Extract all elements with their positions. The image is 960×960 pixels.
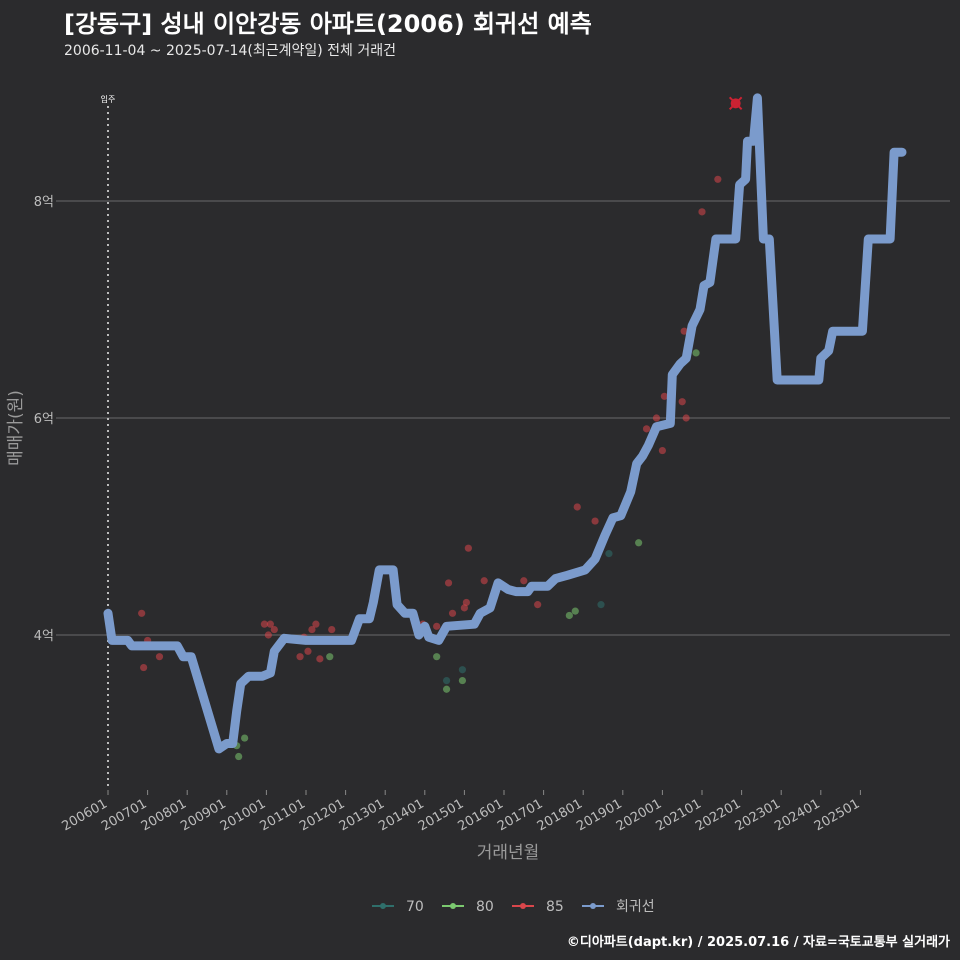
legend-dot-85 (520, 903, 526, 909)
point-80 (635, 539, 643, 547)
point-85 (155, 653, 164, 661)
chart-subtitle: 2006-11-04 ~ 2025-07-14(최근계약일) 전체 거래건 (64, 43, 396, 59)
point-80 (571, 607, 579, 615)
point-85 (714, 175, 722, 183)
legend-dot-회귀선 (590, 903, 596, 909)
legend: 70 80 85 회귀선 (372, 899, 655, 915)
point-70 (597, 601, 605, 609)
point-80 (241, 734, 249, 742)
y-axis-ticks: 4억 6억 8억 (34, 195, 60, 644)
point-85 (260, 620, 269, 628)
point-80 (565, 611, 573, 620)
point-70 (605, 550, 613, 558)
x-tick-label: 202501 (812, 796, 862, 834)
y-tick-label: 8억 (34, 195, 54, 210)
point-85 (304, 647, 312, 655)
point-80 (326, 653, 334, 661)
point-85 (658, 446, 667, 455)
point-85 (312, 620, 320, 628)
point-85 (460, 604, 468, 612)
y-axis-title: 매매가(원) (6, 390, 26, 466)
legend-dot-80 (450, 903, 456, 909)
scatter-points (138, 99, 740, 761)
point-80 (235, 752, 243, 761)
x-axis-ticks: 2006012007012008012009012010012011012012… (60, 790, 862, 834)
legend-dot-70 (380, 903, 386, 909)
grid-lines (60, 200, 950, 636)
point-80 (442, 685, 451, 693)
point-85 (573, 503, 581, 511)
point-70 (458, 666, 467, 674)
move-in-annotation: 입주 (101, 95, 116, 790)
peak-cross (728, 96, 743, 111)
point-85 (464, 544, 472, 552)
legend-label-80: 80 (476, 899, 494, 915)
point-85 (682, 414, 690, 422)
point-85 (660, 392, 668, 400)
point-85 (270, 625, 278, 634)
point-85 (480, 577, 488, 585)
point-70 (442, 676, 451, 685)
point-85 (444, 579, 453, 587)
peak-marker (728, 96, 743, 111)
legend-label-70: 70 (406, 899, 424, 915)
point-85 (462, 598, 470, 607)
point-85 (316, 655, 324, 663)
point-85 (266, 620, 274, 628)
chart-title: [강동구] 성내 이안강동 아파트(2006) 회귀선 예측 (64, 10, 592, 38)
point-85 (308, 625, 316, 634)
point-85 (328, 625, 336, 634)
point-80 (433, 653, 441, 661)
point-85 (652, 414, 661, 422)
point-85 (642, 425, 651, 433)
point-85 (433, 622, 441, 630)
legend-label-85: 85 (546, 899, 564, 915)
point-85 (296, 653, 304, 661)
regression-line (103, 93, 907, 754)
point-85 (678, 398, 686, 406)
regression-path (103, 93, 907, 754)
point-85 (698, 208, 706, 216)
legend-label-회귀선: 회귀선 (616, 899, 655, 915)
point-85 (520, 577, 528, 585)
source-caption: ©디아파트(dapt.kr) / 2025.07.16 / 자료=국토교통부 실… (566, 935, 950, 950)
point-85 (264, 631, 272, 639)
point-85 (140, 663, 148, 672)
y-tick-label: 6억 (34, 412, 54, 427)
move-in-label: 입주 (101, 95, 116, 104)
point-85 (138, 609, 146, 617)
point-80 (458, 676, 467, 685)
y-tick-label: 4억 (34, 629, 54, 644)
point-85 (591, 517, 599, 525)
point-85 (534, 601, 542, 609)
x-axis-title: 거래년월 (477, 843, 540, 863)
point-85 (448, 609, 457, 617)
point-85 (680, 327, 688, 335)
point-80 (692, 349, 700, 357)
